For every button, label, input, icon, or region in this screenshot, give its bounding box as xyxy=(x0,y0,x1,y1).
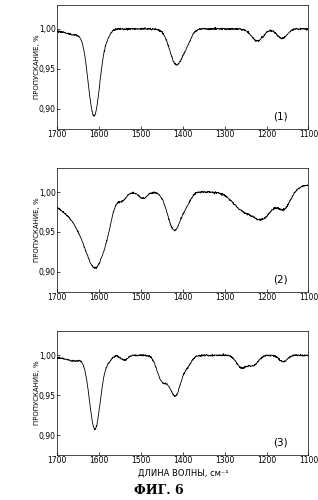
Text: (2): (2) xyxy=(273,274,288,284)
Y-axis label: ПРОПУСКАНИЕ, %: ПРОПУСКАНИЕ, % xyxy=(34,34,40,99)
Text: ФИГ. 6: ФИГ. 6 xyxy=(134,484,184,498)
Y-axis label: ПРОПУСКАНИЕ, %: ПРОПУСКАНИЕ, % xyxy=(34,361,40,426)
Y-axis label: ПРОПУСКАНИЕ, %: ПРОПУСКАНИЕ, % xyxy=(34,198,40,262)
X-axis label: ДЛИНА ВОЛНЫ, см⁻¹: ДЛИНА ВОЛНЫ, см⁻¹ xyxy=(138,468,228,477)
Text: (1): (1) xyxy=(273,112,288,122)
Text: (3): (3) xyxy=(273,438,288,448)
